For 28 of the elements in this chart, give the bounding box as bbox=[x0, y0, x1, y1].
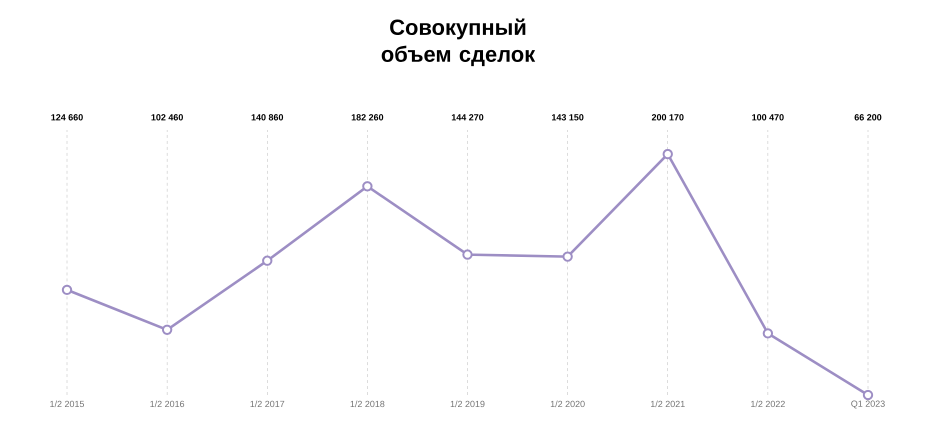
chart-title: Совокупный объем сделок bbox=[382, 18, 536, 66]
point bbox=[162, 324, 172, 335]
data-label: 182 260 bbox=[352, 114, 384, 120]
x-tick-label: 1/2 2019 bbox=[450, 400, 485, 408]
x-tick-label: Q1 2023 bbox=[851, 400, 885, 408]
x-tick-label: 1/2 2016 bbox=[150, 400, 184, 408]
x-tick-label: 1/2 2021 bbox=[650, 400, 685, 408]
point bbox=[262, 256, 272, 266]
data-label: 100 470 bbox=[752, 114, 784, 120]
x-tick-label: 1/2 2017 bbox=[250, 400, 284, 408]
x-tick-label: 1/2 2018 bbox=[350, 400, 384, 408]
x-tick-label: 1/2 2020 bbox=[550, 400, 585, 408]
point bbox=[362, 181, 373, 192]
point bbox=[62, 284, 72, 296]
data-label: 140 860 bbox=[252, 114, 284, 120]
x-tick-label: 1/2 2015 bbox=[50, 400, 84, 408]
data-label: 124 660 bbox=[51, 114, 83, 120]
point bbox=[862, 390, 874, 400]
point bbox=[462, 249, 473, 260]
x-tick-label: 1/2 2022 bbox=[751, 400, 785, 408]
data-label: 66 200 bbox=[854, 114, 882, 120]
data-label: 144 270 bbox=[452, 114, 484, 120]
point bbox=[662, 148, 673, 160]
data-label: 102 460 bbox=[151, 114, 183, 120]
point bbox=[762, 328, 774, 339]
point bbox=[562, 251, 573, 262]
data-label: 200 170 bbox=[652, 114, 684, 120]
data-label: 143 150 bbox=[552, 114, 584, 120]
